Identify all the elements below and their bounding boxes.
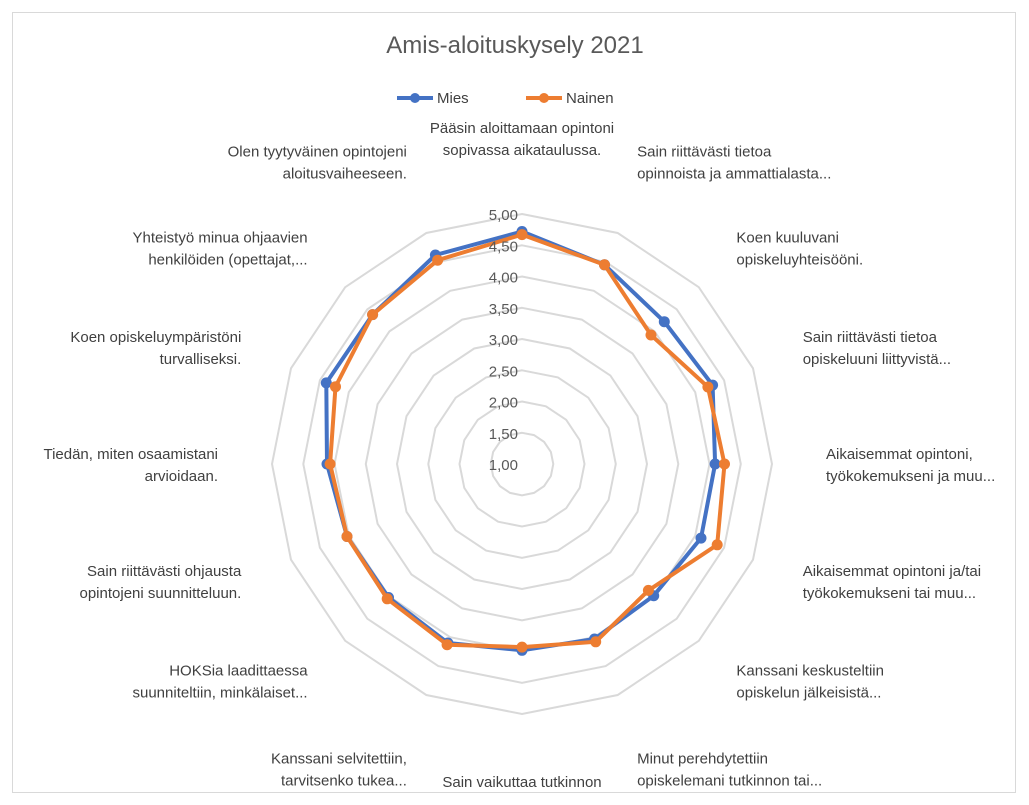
category-label: Olen tyytyväinen opintojeni aloitusvaihee… (228, 143, 407, 182)
tick-label: 4,00 (489, 270, 518, 287)
category-label-line: Kanssani keskusteltiin (736, 662, 884, 679)
category-label-line: Yhteistyö minua ohjaavien (132, 230, 307, 247)
category-label-line: Sain vaikuttaa tutkinnon (442, 774, 601, 791)
category-label-line: arvioidaan. (145, 468, 218, 485)
grid-ring (395, 337, 649, 591)
radar-series (320, 226, 730, 656)
tick-label: 5,00 (489, 207, 518, 224)
category-label-line: sopivassa aikataulussa. (443, 142, 601, 159)
category-label-line: Olen tyytyväinen opintojeni (228, 143, 407, 160)
tick-label: 1,00 (489, 457, 518, 474)
category-label-line: Sain riittävästi ohjausta (87, 563, 242, 580)
category-label-line: aloitusvaiheeseen. (283, 165, 407, 182)
tick-label: 2,50 (489, 363, 518, 380)
category-label: Aikaisemmat opintoni ja/tai työkokemuksen… (803, 563, 981, 602)
series-line (324, 229, 718, 653)
data-point (367, 309, 379, 321)
chart-frame: Amis-aloituskysely 2021 Mies Nainen 1,00… (12, 12, 1016, 793)
tick-label: 2,00 (489, 395, 518, 412)
category-label: HOKSia laadittaessa suunniteltiin, minkäl… (133, 662, 309, 701)
data-point (719, 458, 730, 470)
category-label-line: Aikaisemmat opintoni ja/tai (803, 563, 981, 580)
category-labels: Pääsin aloittamaan opintoni sopivassa aik… (43, 120, 995, 791)
category-label-line: Kanssani selvitettiin, (271, 751, 407, 768)
chart-title: Amis-aloituskysely 2021 (386, 32, 643, 59)
category-label-line: opiskeluuni liittyvistä... (803, 351, 951, 368)
data-point (341, 531, 353, 542)
category-label-line: työkokemukseni ja muu... (826, 468, 995, 485)
category-label-line: Aikaisemmat opintoni, (826, 446, 973, 463)
category-label: Minut perehdytettiin opiskelemani tutkinn… (637, 751, 822, 790)
grid-ring (427, 369, 617, 559)
data-point (590, 636, 602, 648)
grid-ring (489, 431, 555, 497)
category-label-line: tarvitsenko tukea... (281, 773, 407, 790)
radar-chart: Amis-aloituskysely 2021 Mies Nainen 1,00… (43, 32, 995, 791)
tick-label: 3,00 (489, 332, 518, 349)
tick-label: 4,50 (489, 238, 518, 255)
category-label: Sain riittävästi ohjausta opintojeni suun… (80, 563, 242, 602)
category-label: Sain riittävästi tietoa opinnoista ja amm… (637, 143, 831, 182)
legend-item-mies: Mies (397, 90, 469, 107)
category-label: Tiedän, miten osaamistani arvioidaan. (43, 446, 218, 485)
series-nainen (324, 229, 730, 653)
tick-label: 1,50 (489, 426, 518, 443)
category-label-line: suunniteltiin, minkälaiset... (133, 684, 308, 701)
category-label-line: Sain riittävästi tietoa (637, 143, 772, 160)
data-point (324, 458, 336, 470)
category-label-line: Minut perehdytettiin (637, 751, 768, 768)
category-label: Yhteistyö minua ohjaavien henkilöiden (op… (132, 230, 307, 269)
category-label-line: Koen kuuluvani (736, 230, 839, 247)
radar-grid (270, 212, 774, 716)
legend: Mies Nainen (397, 90, 614, 107)
category-label-line: opintojeni suunnitteluun. (80, 585, 242, 602)
legend-item-nainen: Nainen (526, 90, 614, 107)
data-point (658, 316, 670, 328)
data-point (599, 259, 610, 271)
data-point (702, 381, 714, 393)
category-label: Aikaisemmat opintoni, työkokemukseni ja m… (826, 446, 995, 485)
data-point (516, 229, 528, 241)
category-label: Pääsin aloittamaan opintoni sopivassa aik… (430, 120, 614, 159)
category-label-line: Tiedän, miten osaamistani (43, 446, 218, 463)
grid-ring (302, 244, 742, 684)
category-label-line: Koen opiskeluympäristöni (70, 329, 241, 346)
data-point (709, 458, 721, 470)
data-point (711, 539, 723, 551)
tick-label: 3,50 (489, 301, 518, 318)
data-point (441, 639, 453, 651)
category-label-line: työkokemukseni tai muu... (803, 585, 976, 602)
data-point (516, 641, 528, 653)
category-label-line: HOKSia laadittaessa (169, 662, 308, 679)
radial-axis-ticks: 1,00 1,50 2,00 2,50 3,00 3,50 4,00 4,50 5,00 (489, 207, 518, 474)
category-label: Sain vaikuttaa tutkinnonosien valintaan. (442, 774, 601, 791)
category-label-line: opiskeluyhteisööni. (736, 252, 863, 269)
data-point (330, 381, 341, 393)
category-label: Koen opiskeluympäristöni turvalliseksi. (70, 329, 241, 368)
legend-label-nainen: Nainen (566, 90, 614, 107)
grid-ring (458, 400, 586, 528)
category-label: Kanssani selvitettiin, tarvitsenko tukea.… (271, 751, 407, 790)
category-label: Kanssani keskusteltiin opiskelun jälkeisi… (736, 662, 884, 701)
category-label-line: henkilöiden (opettajat,... (148, 252, 307, 269)
category-label: Sain riittävästi tietoa opiskeluuni liitt… (803, 329, 951, 368)
data-point (695, 532, 707, 544)
data-point (432, 254, 444, 266)
data-point (645, 329, 657, 341)
category-label: Koen kuuluvani opiskeluyhteisööni. (736, 230, 863, 269)
grid-ring (270, 212, 774, 716)
grid-ring (364, 306, 680, 622)
category-label-line: opiskelemani tutkinnon tai... (637, 773, 822, 790)
data-point (642, 584, 654, 596)
category-label-line: Pääsin aloittamaan opintoni (430, 120, 614, 137)
category-label-line: opinnoista ja ammattialasta... (637, 165, 831, 182)
category-label-line: Sain riittävästi tietoa (803, 329, 938, 346)
category-label-line: opiskelun jälkeisistä... (736, 684, 881, 701)
legend-label-mies: Mies (437, 90, 469, 107)
category-label-line: turvalliseksi. (160, 351, 242, 368)
data-point (320, 377, 332, 389)
data-point (381, 593, 393, 605)
